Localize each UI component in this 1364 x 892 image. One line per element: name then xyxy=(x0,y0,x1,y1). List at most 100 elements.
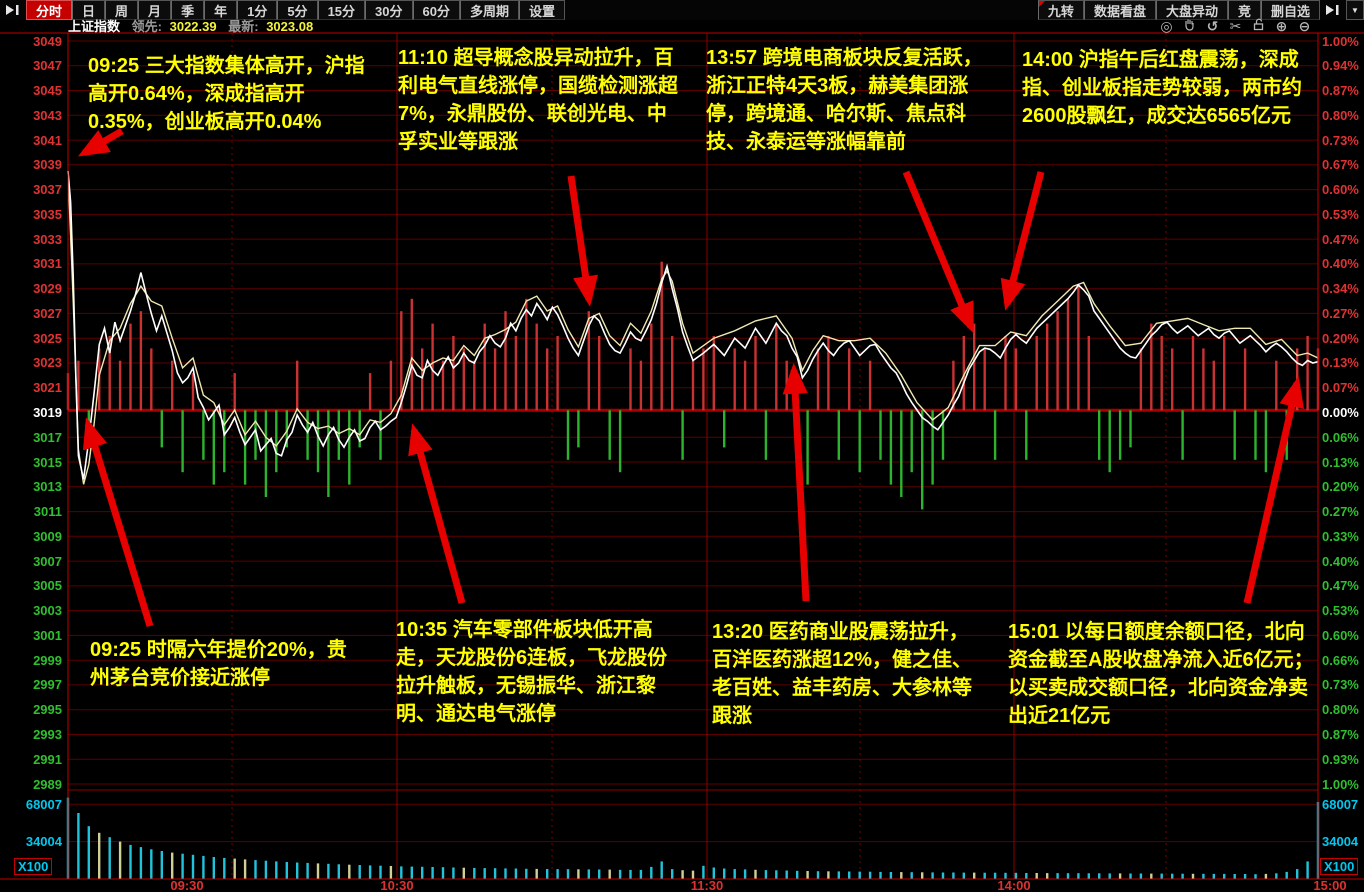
price-axis-label: 3033 xyxy=(33,231,62,247)
zoom-in-icon[interactable]: ⊕ xyxy=(1275,17,1288,34)
price-axis-label: 3015 xyxy=(33,454,62,470)
price-axis-label: 2991 xyxy=(33,751,62,767)
price-axis-label: 3007 xyxy=(33,553,62,569)
price-axis-label: 2993 xyxy=(33,726,62,742)
price-axis-label: 2999 xyxy=(33,652,62,668)
vol-unit-right: X100 xyxy=(1320,858,1359,875)
period-tab-quarter[interactable]: 季 xyxy=(171,0,205,20)
period-tab-60min[interactable]: 60分 xyxy=(412,0,460,20)
period-tab-week[interactable]: 周 xyxy=(105,0,139,20)
percent-axis-label: 0.34% xyxy=(1322,281,1359,297)
annotation-1035-autoparts: 10:35 汽车零部件板块低开高走，天龙股份6连板，飞龙股份拉升触板，无锡振华、… xyxy=(396,619,668,725)
period-tab-month[interactable]: 月 xyxy=(138,0,172,20)
price-axis-label: 3031 xyxy=(33,256,62,272)
lead-label: 领先: xyxy=(131,19,162,34)
time-axis-label: 11:30 xyxy=(690,878,724,892)
percent-axis-label: 0.73% xyxy=(1322,132,1359,148)
period-tab-5min[interactable]: 5分 xyxy=(277,0,318,20)
price-axis-label: 3025 xyxy=(33,330,62,346)
percent-axis-label: 0.13% xyxy=(1322,355,1359,371)
percent-axis-label: 0.80% xyxy=(1322,107,1359,123)
price-axis-label: 3013 xyxy=(33,479,62,495)
price-axis-label: 2989 xyxy=(33,776,62,792)
dropdown-caret-icon[interactable]: ▼ xyxy=(1346,0,1364,20)
time-axis-label: 14:00 xyxy=(997,878,1031,892)
period-tab-day[interactable]: 日 xyxy=(72,0,106,20)
volume-axis-label: 34004 xyxy=(25,834,62,850)
time-axis-label: 10:30 xyxy=(380,878,414,892)
percent-axis-label: 0.53% xyxy=(1322,206,1359,222)
annotation-0925-open: 09:25 三大指数集体高开，沪指高开0.64%，深成指高开0.35%，创业板高… xyxy=(88,55,365,133)
price-axis-label: 3019 xyxy=(33,405,62,420)
button-data-watch[interactable]: 数据看盘 xyxy=(1083,0,1156,20)
last-value: 3023.08 xyxy=(266,19,314,34)
eye-icon[interactable]: ◎ xyxy=(1160,17,1173,34)
button-bid[interactable]: 竞 xyxy=(1227,0,1261,20)
annotation-1400-afternoon: 14:00 沪指午后红盘震荡，深成指、创业板指走势较弱，两市约2600股飘红，成… xyxy=(1022,49,1302,127)
instrument-name: 上证指数 xyxy=(68,19,121,34)
period-tab-intraday[interactable]: 分时 xyxy=(26,0,73,20)
button-nine-turn[interactable]: 九转 xyxy=(1037,0,1084,20)
percent-axis-label: 0.87% xyxy=(1322,726,1359,742)
period-tab-settings[interactable]: 设置 xyxy=(518,0,565,20)
button-delete-favorite[interactable]: 删自选 xyxy=(1260,0,1320,20)
price-axis-label: 3047 xyxy=(33,58,62,74)
percent-axis-label: 0.60% xyxy=(1322,627,1359,643)
price-axis-label: 3049 xyxy=(33,33,62,49)
percent-axis-label: 0.87% xyxy=(1322,83,1359,99)
right-toolbar: 九转 数据看盘 大盘异动竞删自选 xyxy=(1037,0,1320,20)
annotation-1320-pharma: 13:20 医药商业股震荡拉升，百洋医药涨超12%，健之佳、老百姓、益丰药房、大… xyxy=(712,621,973,727)
collapse-left-icon[interactable] xyxy=(0,0,26,20)
percent-axis-label: 0.66% xyxy=(1322,652,1359,668)
price-axis-label: 3001 xyxy=(33,627,62,643)
percent-axis-label: 0.06% xyxy=(1322,429,1359,445)
price-axis-label: 3037 xyxy=(33,182,62,198)
price-axis-label: 3011 xyxy=(33,504,62,520)
lock-icon[interactable] xyxy=(1251,18,1266,34)
button-market-moves[interactable]: 大盘异动 xyxy=(1155,0,1228,20)
period-tab-year[interactable]: 年 xyxy=(204,0,238,20)
volume-axis-label: 34004 xyxy=(1322,834,1359,850)
percent-axis-label: 0.27% xyxy=(1322,305,1359,321)
percent-axis-label: 0.93% xyxy=(1322,751,1359,767)
time-axis-label: 09:30 xyxy=(170,878,204,892)
hand-icon[interactable] xyxy=(1182,18,1197,34)
percent-axis-label: 0.20% xyxy=(1322,330,1359,346)
percent-axis-label: 0.53% xyxy=(1322,603,1359,619)
corner-flag-icon xyxy=(1038,1,1045,7)
price-axis-label: 3005 xyxy=(33,578,62,594)
period-tab-30min[interactable]: 30分 xyxy=(365,0,413,20)
price-axis-label: 3035 xyxy=(33,206,62,222)
period-tab-multi-period[interactable]: 多周期 xyxy=(459,0,519,20)
scissors-icon[interactable]: ✂ xyxy=(1229,17,1242,34)
chart-tool-strip: ◎ ↺ ✂ ⊕ ⊖ xyxy=(1159,18,1312,34)
price-axis-label: 3041 xyxy=(33,132,62,148)
percent-axis-label: 1.00% xyxy=(1322,776,1359,792)
percent-axis-label: 0.00% xyxy=(1322,405,1359,420)
last-label: 最新: xyxy=(228,19,259,34)
volume-axis-label: 68007 xyxy=(25,796,62,812)
zoom-out-icon[interactable]: ⊖ xyxy=(1298,17,1311,34)
price-axis-label: 2995 xyxy=(33,702,62,718)
percent-axis-label: 0.73% xyxy=(1322,677,1359,693)
collapse-right-icon[interactable] xyxy=(1320,0,1346,20)
percent-axis-label: 0.67% xyxy=(1322,157,1359,173)
period-tab-15min[interactable]: 15分 xyxy=(317,0,366,20)
annotation-1501-northbound: 15:01 以每日额度余额口径，北向资金截至A股收盘净流入近6亿元；以买卖成交额… xyxy=(1008,621,1314,727)
percent-axis-label: 0.80% xyxy=(1322,702,1359,718)
annotation-1357-crossborder: 13:57 跨境电商板块反复活跃，浙江正特4天3板，赫美集团涨停，跨境通、哈尔斯… xyxy=(706,47,983,153)
price-axis-label: 3003 xyxy=(33,603,62,619)
price-axis-label: 3043 xyxy=(33,107,62,123)
price-axis-label: 3017 xyxy=(33,429,62,445)
price-axis-label: 3045 xyxy=(33,83,62,99)
undo-icon[interactable]: ↺ xyxy=(1206,17,1219,34)
percent-axis-label: 0.40% xyxy=(1322,553,1359,569)
percent-axis-label: 1.00% xyxy=(1322,33,1359,49)
percent-axis-label: 0.27% xyxy=(1322,504,1359,520)
period-tab-1min[interactable]: 1分 xyxy=(237,0,278,20)
price-axis-label: 3021 xyxy=(33,380,62,396)
volume-axis-label: 68007 xyxy=(1322,796,1359,812)
percent-axis-label: 0.40% xyxy=(1322,256,1359,272)
toolbar: 分时日周月季年 1分 5分 15分 30分 60分 多周期 设置 九转 数据看盘 大盘异动竞删自选… xyxy=(0,0,1364,20)
